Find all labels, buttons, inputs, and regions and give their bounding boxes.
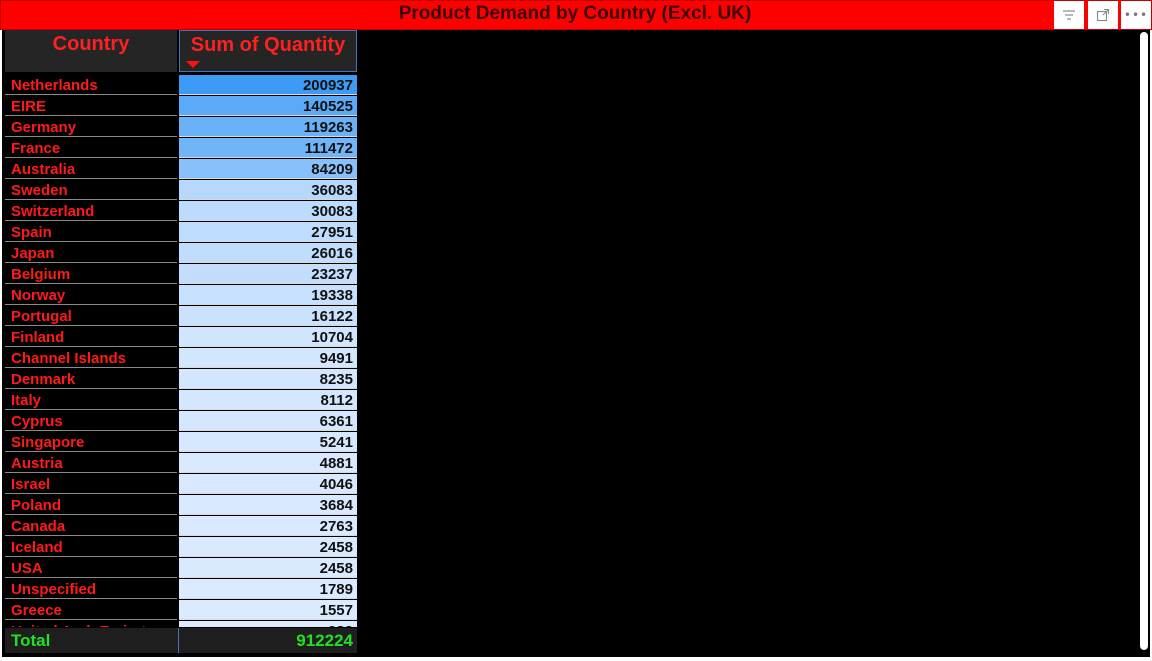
table-row[interactable]: Finland 10704 xyxy=(5,327,357,348)
cell-country: Portugal xyxy=(5,306,177,326)
cell-quantity: 2763 xyxy=(179,516,357,536)
cell-quantity: 6361 xyxy=(179,411,357,431)
cell-country: Finland xyxy=(5,327,177,347)
table-row[interactable]: Germany 119263 xyxy=(5,117,357,138)
cell-quantity: 10704 xyxy=(179,327,357,347)
data-table: Country Sum of Quantity Netherlands 20093… xyxy=(5,30,357,653)
cell-country: Netherlands xyxy=(5,75,177,95)
vertical-scrollbar[interactable] xyxy=(1140,32,1148,650)
cell-country: Norway xyxy=(5,285,177,305)
cell-country: Unspecified xyxy=(5,579,177,599)
cell-quantity: 111472 xyxy=(179,138,357,158)
table-row[interactable]: Israel 4046 xyxy=(5,474,357,495)
cell-country: Canada xyxy=(5,516,177,536)
cell-quantity: 140525 xyxy=(179,96,357,116)
cell-quantity: 16122 xyxy=(179,306,357,326)
sort-descending-icon xyxy=(186,61,200,68)
cell-quantity: 2458 xyxy=(179,558,357,578)
cell-country: Italy xyxy=(5,390,177,410)
cell-quantity: 3684 xyxy=(179,495,357,515)
total-divider xyxy=(178,628,179,653)
more-options-icon[interactable]: ••• xyxy=(1121,1,1151,29)
cell-country: Spain xyxy=(5,222,177,242)
focus-mode-icon[interactable] xyxy=(1088,1,1118,29)
cell-country: Iceland xyxy=(5,537,177,557)
cell-country: France xyxy=(5,138,177,158)
table-row[interactable]: Canada 2763 xyxy=(5,516,357,537)
cell-quantity: 119263 xyxy=(179,117,357,137)
cell-quantity: 30083 xyxy=(179,201,357,221)
filter-icon[interactable] xyxy=(1054,1,1084,29)
cell-country: Australia xyxy=(5,159,177,179)
table-row[interactable]: Austria 4881 xyxy=(5,453,357,474)
cell-quantity: 1789 xyxy=(179,579,357,599)
cell-country: EIRE xyxy=(5,96,177,116)
table-row[interactable]: EIRE 140525 xyxy=(5,96,357,117)
cell-country: Belgium xyxy=(5,264,177,284)
table-row[interactable]: France 111472 xyxy=(5,138,357,159)
cell-quantity: 8112 xyxy=(179,390,357,410)
cell-country: Channel Islands xyxy=(5,348,177,368)
table-row[interactable]: Japan 26016 xyxy=(5,243,357,264)
cell-quantity: 4046 xyxy=(179,474,357,494)
cell-country: Israel xyxy=(5,474,177,494)
table-row[interactable]: Italy 8112 xyxy=(5,390,357,411)
cell-quantity: 2458 xyxy=(179,537,357,557)
cell-country: Singapore xyxy=(5,432,177,452)
cell-quantity: 1557 xyxy=(179,600,357,620)
cell-quantity: 200937 xyxy=(179,75,357,95)
cell-country: Denmark xyxy=(5,369,177,389)
table-row[interactable]: Channel Islands 9491 xyxy=(5,348,357,369)
cell-country: Cyprus xyxy=(5,411,177,431)
visual-header xyxy=(0,0,1152,30)
table-row[interactable]: USA 2458 xyxy=(5,558,357,579)
table-row[interactable]: Norway 19338 xyxy=(5,285,357,306)
cell-country: USA xyxy=(5,558,177,578)
table-row[interactable]: Singapore 5241 xyxy=(5,432,357,453)
cell-quantity: 36083 xyxy=(179,180,357,200)
total-label: Total xyxy=(11,631,51,650)
cell-quantity: 84209 xyxy=(179,159,357,179)
cell-quantity: 27951 xyxy=(179,222,357,242)
total-value: 912224 xyxy=(296,631,353,650)
cell-country: Germany xyxy=(5,117,177,137)
cell-quantity: 26016 xyxy=(179,243,357,263)
cell-quantity: 5241 xyxy=(179,432,357,452)
table-row[interactable]: Australia 84209 xyxy=(5,159,357,180)
column-header-sum-of-quantity[interactable]: Sum of Quantity xyxy=(179,30,357,72)
table-body: Netherlands 200937 EIRE 140525 Germany 119263… xyxy=(5,75,357,627)
table-row[interactable]: Belgium 23237 xyxy=(5,264,357,285)
cell-country: United Arab Emirates xyxy=(5,621,177,627)
table-row[interactable]: Portugal 16122 xyxy=(5,306,357,327)
cell-country: Japan xyxy=(5,243,177,263)
cell-country: Switzerland xyxy=(5,201,177,221)
table-row[interactable]: Netherlands 200937 xyxy=(5,75,357,96)
cell-quantity: 4881 xyxy=(179,453,357,473)
table-row[interactable]: Poland 3684 xyxy=(5,495,357,516)
cell-quantity: 23237 xyxy=(179,264,357,284)
cell-country: Sweden xyxy=(5,180,177,200)
cell-country: Poland xyxy=(5,495,177,515)
table-row[interactable]: Unspecified 1789 xyxy=(5,579,357,600)
cell-country: Greece xyxy=(5,600,177,620)
cell-quantity: 19338 xyxy=(179,285,357,305)
table-row[interactable]: United Arab Emirates982 xyxy=(5,621,357,627)
visual-title: Product Demand by Country (Excl. UK) xyxy=(398,3,752,24)
total-row: Total 912224 xyxy=(5,628,357,653)
cell-quantity: 982 xyxy=(179,621,357,627)
table-row[interactable]: Denmark 8235 xyxy=(5,369,357,390)
column-header-label: Sum of Quantity xyxy=(190,34,346,56)
table-row[interactable]: Cyprus 6361 xyxy=(5,411,357,432)
table-row[interactable]: Switzerland 30083 xyxy=(5,201,357,222)
cell-quantity: 8235 xyxy=(179,369,357,389)
cell-quantity: 9491 xyxy=(179,348,357,368)
cell-country: Austria xyxy=(5,453,177,473)
table-row[interactable]: Greece 1557 xyxy=(5,600,357,621)
table-row[interactable]: Spain 27951 xyxy=(5,222,357,243)
table-row[interactable]: Iceland 2458 xyxy=(5,537,357,558)
table-row[interactable]: Sweden 36083 xyxy=(5,180,357,201)
column-header-country[interactable]: Country xyxy=(5,30,177,72)
